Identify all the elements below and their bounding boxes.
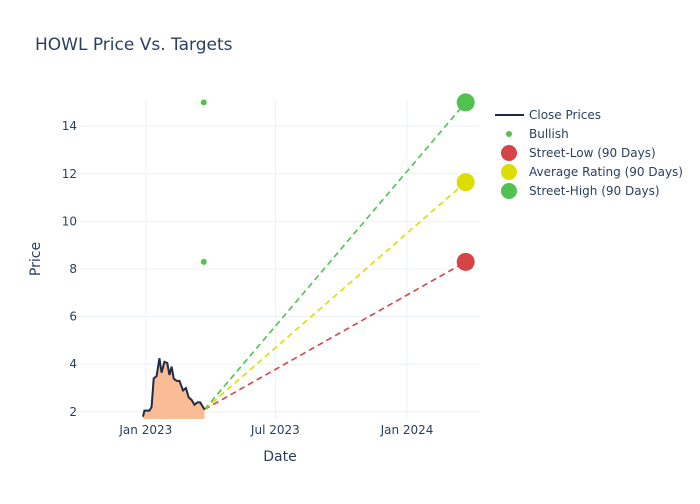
legend-label: Close Prices: [529, 108, 601, 122]
bullish-marker: [201, 99, 207, 105]
legend: Close Prices Bullish Street-Low (90 Days) A…: [495, 108, 683, 199]
y-tick-label: 8: [69, 262, 77, 276]
x-tick-label: Jan 2024: [380, 423, 434, 437]
y-tick-label: 14: [62, 119, 77, 133]
y-tick-label: 4: [69, 357, 77, 371]
target-marker-street-low-days-: [457, 253, 475, 271]
target-marker-average-rating-days-: [457, 173, 475, 191]
legend-marker-icon: [506, 131, 512, 137]
y-tick-label: 6: [69, 310, 77, 324]
legend-label: Average Rating (90 Days): [529, 165, 683, 179]
bullish-marker: [201, 259, 207, 265]
legend-marker-icon: [501, 183, 517, 199]
target-marker-street-high-days-: [457, 93, 475, 111]
y-tick-label: 10: [62, 214, 77, 228]
target-line-street-low-days-: [205, 262, 466, 410]
legend-label: Street-Low (90 Days): [529, 146, 656, 160]
x-axis-label: Date: [263, 449, 296, 465]
legend-marker-icon: [501, 164, 517, 180]
target-line-street-high-days-: [205, 102, 466, 409]
legend-marker-icon: [501, 145, 517, 161]
legend-label: Bullish: [529, 127, 569, 141]
x-tick-label: Jan 2023: [118, 423, 172, 437]
legend-label: Street-High (90 Days): [529, 184, 660, 198]
chart-title: HOWL Price Vs. Targets: [35, 35, 233, 55]
x-tick-label: Jul 2023: [250, 423, 300, 437]
y-tick-label: 2: [69, 405, 77, 419]
y-tick-label: 12: [62, 167, 77, 181]
y-axis-label: Price: [28, 242, 44, 276]
target-line-average-rating-days-: [205, 182, 466, 409]
